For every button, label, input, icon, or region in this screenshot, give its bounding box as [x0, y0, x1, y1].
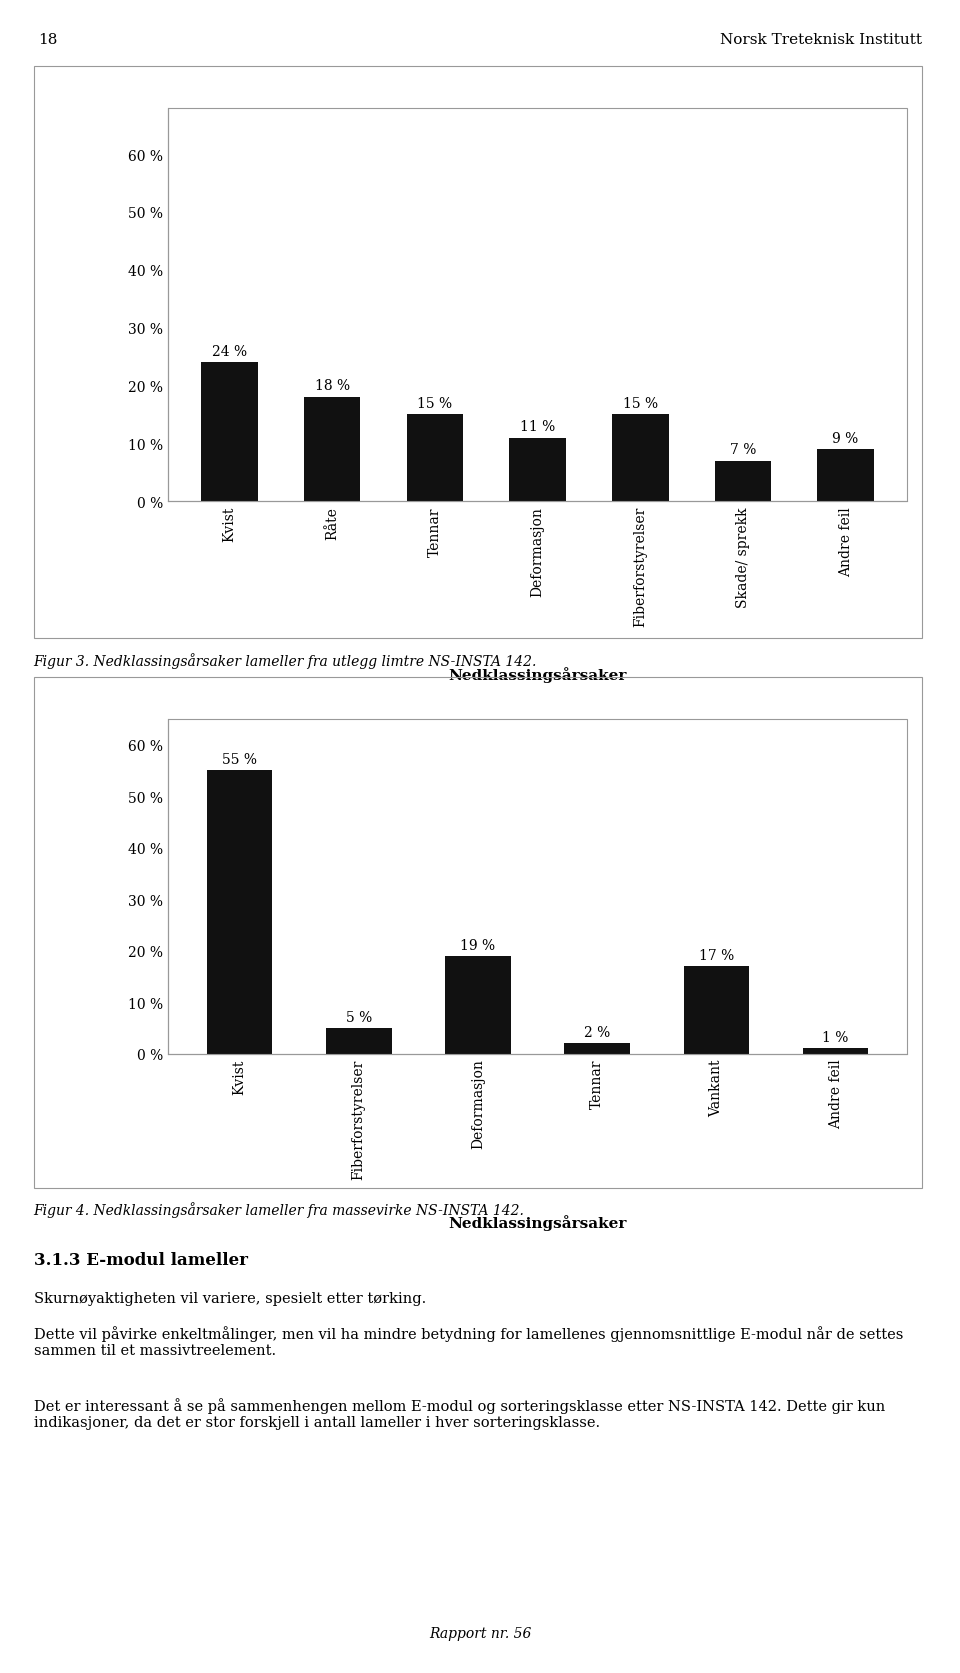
Text: Skurnøyaktigheten vil variere, spesielt etter tørking.: Skurnøyaktigheten vil variere, spesielt …	[34, 1292, 426, 1305]
Bar	[206, 771, 273, 1054]
Text: 3.1.3 E-modul lameller: 3.1.3 E-modul lameller	[34, 1251, 248, 1268]
Text: 18 %: 18 %	[315, 380, 349, 393]
Text: Figur 4. Nedklassingsårsaker lameller fra massevirke NS-INSTA 142.: Figur 4. Nedklassingsårsaker lameller fr…	[34, 1201, 524, 1216]
Text: Dette vil påvirke enkeltmålinger, men vil ha mindre betydning for lamellenes gje: Dette vil påvirke enkeltmålinger, men vi…	[34, 1325, 903, 1357]
Bar	[684, 967, 749, 1054]
X-axis label: Nedklassingsårsaker: Nedklassingsårsaker	[448, 668, 627, 683]
Text: 18: 18	[38, 33, 58, 47]
Bar	[612, 415, 668, 502]
Text: 11 %: 11 %	[520, 420, 555, 433]
Text: 19 %: 19 %	[461, 939, 495, 952]
Bar	[817, 450, 874, 502]
Bar	[407, 415, 463, 502]
Bar	[564, 1044, 630, 1054]
Bar	[714, 462, 771, 502]
Bar	[202, 363, 258, 502]
Text: Rapport nr. 56: Rapport nr. 56	[429, 1626, 531, 1640]
Text: 15 %: 15 %	[418, 397, 452, 410]
Text: Figur 3. Nedklassingsårsaker lameller fra utlegg limtre NS-INSTA 142.: Figur 3. Nedklassingsårsaker lameller fr…	[34, 652, 537, 668]
Bar	[304, 398, 361, 502]
Text: 9 %: 9 %	[832, 432, 859, 445]
X-axis label: Nedklassingsårsaker: Nedklassingsårsaker	[448, 1215, 627, 1231]
Text: 55 %: 55 %	[222, 753, 257, 766]
Text: 24 %: 24 %	[212, 345, 247, 358]
Text: 2 %: 2 %	[584, 1026, 611, 1039]
Bar	[803, 1049, 869, 1054]
Text: Det er interessant å se på sammenhengen mellom E-modul og sorteringsklasse etter: Det er interessant å se på sammenhengen …	[34, 1397, 885, 1429]
Bar	[510, 438, 565, 502]
Text: 15 %: 15 %	[623, 397, 658, 410]
Bar	[326, 1029, 392, 1054]
Text: 7 %: 7 %	[730, 443, 756, 457]
Bar	[445, 957, 511, 1054]
Text: Norsk Treteknisk Institutt: Norsk Treteknisk Institutt	[720, 33, 922, 47]
Text: 17 %: 17 %	[699, 949, 734, 962]
Text: 5 %: 5 %	[346, 1010, 372, 1024]
Text: 1 %: 1 %	[823, 1031, 849, 1044]
